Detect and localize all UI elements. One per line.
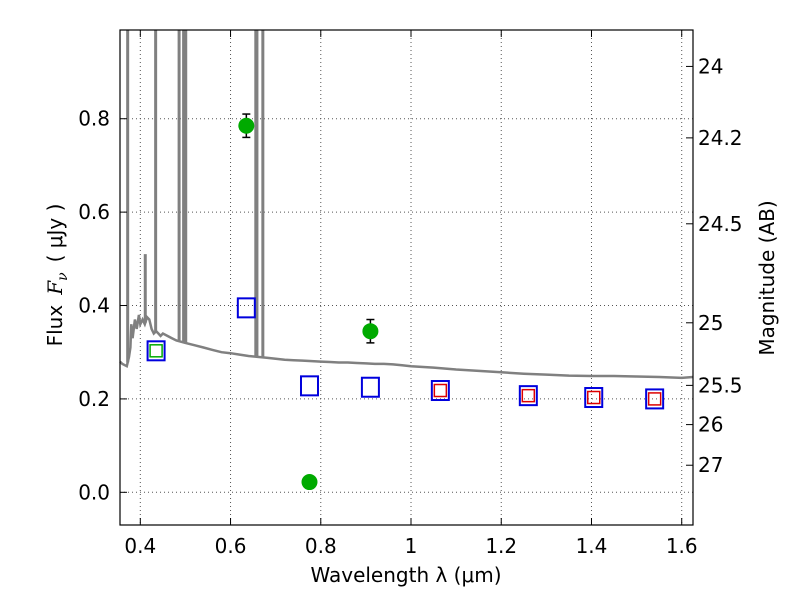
- y-tick-label: 0.2: [78, 387, 110, 411]
- grid-lines: [120, 30, 693, 525]
- observed-point: [362, 323, 379, 340]
- x-tick-label: 1.6: [666, 534, 698, 558]
- x-axis-label: Wavelength λ (μm): [310, 563, 501, 587]
- observed-point: [301, 474, 318, 491]
- y-axis-label-left: FluxFν( μJy ): [43, 204, 71, 347]
- mag-tick-label: 26: [698, 413, 723, 437]
- y-tick-label: 0.4: [78, 294, 110, 318]
- model-box-inner: [521, 388, 536, 403]
- x-tick-label: 0.4: [124, 534, 156, 558]
- plot-frame: [119, 29, 694, 526]
- model-box: [236, 297, 256, 319]
- x-tick-label: 1.2: [485, 534, 517, 558]
- model-box: [645, 388, 665, 410]
- observed-point: [238, 117, 255, 134]
- x-tick-label: 1.4: [576, 534, 608, 558]
- mag-tick-label: 24: [698, 54, 723, 78]
- mag-tick-label: 24.2: [698, 126, 743, 150]
- model-spectrum-layer: [119, 30, 694, 380]
- mag-tick-label: 24.5: [698, 212, 743, 236]
- y-tick-label: 0.6: [78, 200, 110, 224]
- x-tick-label: 1: [405, 534, 418, 558]
- model-box: [584, 387, 604, 409]
- model-spectrum-line: [119, 314, 694, 380]
- x-tick-label: 0.6: [215, 534, 247, 558]
- markers-layer: [146, 113, 665, 491]
- ticks-layer: 0.4 0.6 0.8 1 1.2 1.4 1.6 0.0 0.2 0.4 0.6 0.8 24 24.2…: [78, 30, 743, 558]
- mag-tick-label: 25: [698, 311, 723, 335]
- x-tick-label: 0.8: [305, 534, 337, 558]
- y-tick-label: 0.0: [78, 480, 110, 504]
- y-tick-label: 0.8: [78, 107, 110, 131]
- model-box: [299, 375, 319, 397]
- model-box: [430, 380, 450, 402]
- mag-tick-label: 27: [698, 453, 723, 477]
- mag-tick-label: 25.5: [698, 373, 743, 397]
- model-box: [518, 385, 538, 407]
- model-box: [146, 340, 166, 362]
- model-box-inner: [149, 344, 163, 358]
- model-box-inner: [586, 390, 601, 405]
- model-box: [360, 376, 380, 398]
- model-box-inner: [647, 392, 662, 406]
- y-axis-label-right: Magnitude (AB): [755, 200, 779, 355]
- model-box-inner: [433, 383, 448, 398]
